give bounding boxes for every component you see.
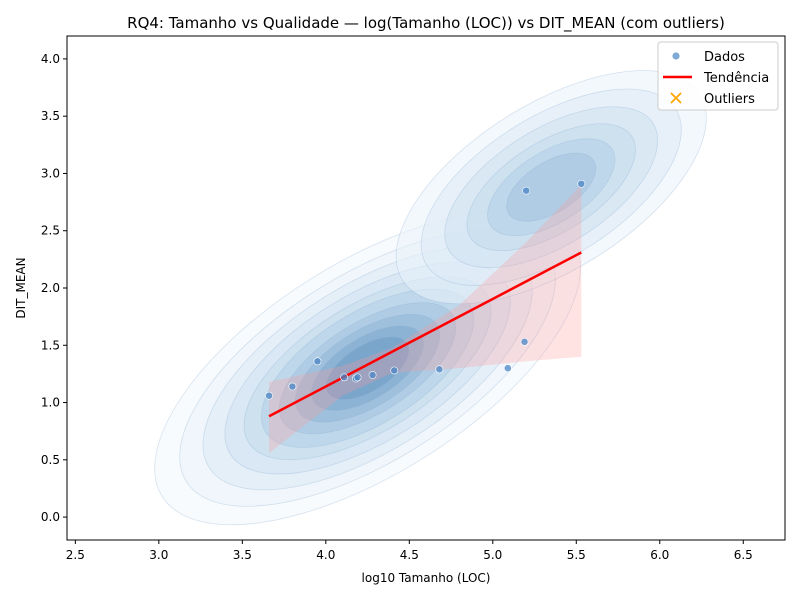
trend-line (268, 251, 582, 418)
data-point (503, 364, 512, 373)
x-tick-label: 2.5 (66, 548, 85, 562)
data-point (522, 186, 531, 195)
legend-box (657, 41, 779, 111)
legend-label-dados: Dados (704, 50, 745, 65)
data-points (265, 179, 586, 400)
y-axis-ticks: 0.0 0.5 1.0 1.5 2.0 2.5 3.0 3.5 4.0 (41, 52, 67, 524)
legend-marker-dados (672, 52, 680, 60)
trend-line-layer (268, 251, 582, 418)
x-axis-ticks: 2.5 3.0 3.5 4.0 4.5 5.0 5.5 6.0 6.5 (66, 540, 753, 562)
y-tick-label: 1.5 (41, 338, 60, 352)
x-tick-label: 3.5 (233, 548, 252, 562)
y-tick-label: 3.5 (41, 109, 60, 123)
legend-label-tendencia: Tendência (703, 71, 769, 86)
data-point (520, 337, 529, 346)
legend: Dados Tendência Outliers (657, 41, 779, 111)
data-point (340, 373, 349, 382)
data-point (435, 365, 444, 374)
data-point (265, 391, 273, 400)
data-point (577, 179, 586, 188)
legend-label-outliers: Outliers (704, 92, 755, 107)
y-tick-label: 2.0 (41, 281, 60, 295)
x-tick-label: 5.0 (483, 548, 502, 562)
x-tick-label: 5.5 (567, 548, 586, 562)
y-tick-label: 1.0 (41, 396, 60, 410)
x-tick-label: 6.0 (650, 548, 669, 562)
legend-marker-outliers (670, 92, 682, 104)
data-point (313, 357, 322, 366)
y-tick-label: 0.5 (41, 453, 60, 467)
data-point (390, 366, 399, 375)
density-contours (154, 70, 707, 526)
y-tick-label: 4.0 (41, 52, 60, 66)
data-point (368, 371, 377, 379)
x-tick-label: 4.0 (316, 548, 335, 562)
x-axis-label: log10 Tamanho (LOC) (362, 571, 491, 585)
trend-confidence-band (269, 184, 582, 453)
x-tick-label: 3.0 (149, 548, 168, 562)
y-tick-label: 0.0 (41, 510, 60, 524)
chart-title: RQ4: Tamanho vs Qualidade — log(Tamanho … (127, 14, 725, 33)
x-tick-label: 4.5 (400, 548, 419, 562)
data-point (288, 382, 297, 391)
y-tick-label: 3.0 (41, 166, 60, 180)
y-axis-label: DIT_MEAN (14, 257, 28, 318)
confidence-band (269, 184, 582, 453)
x-tick-label: 6.5 (734, 548, 753, 562)
y-tick-label: 2.5 (41, 224, 60, 238)
data-point (353, 373, 362, 382)
density-contour (506, 152, 597, 222)
